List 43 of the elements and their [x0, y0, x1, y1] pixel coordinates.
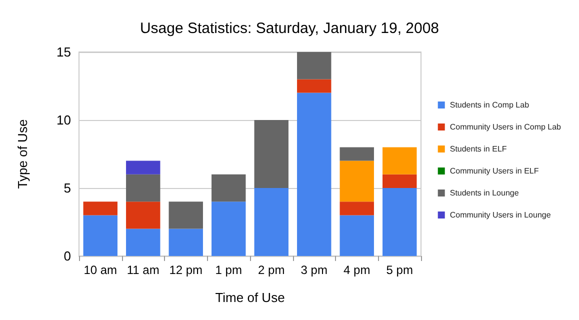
legend-label: Students in Comp Lab [450, 100, 530, 110]
bar [297, 52, 332, 80]
y-tick-label: 0 [64, 248, 71, 264]
bar [126, 228, 160, 256]
bar [212, 202, 246, 256]
x-tick-label: 10 am [84, 263, 118, 277]
bar [126, 160, 160, 174]
bar [168, 202, 203, 229]
bar [382, 147, 417, 174]
x-tick-label: 3 pm [300, 263, 328, 277]
bar [126, 174, 160, 202]
bar [297, 79, 332, 93]
bar [83, 215, 118, 256]
bar [126, 202, 160, 229]
bar [254, 188, 288, 256]
y-tick-label: 5 [64, 180, 71, 196]
x-tick-label: 2 pm [258, 263, 285, 277]
legend-label: Community Users in ELF [450, 166, 539, 176]
x-tick-label: 5 pm [386, 263, 413, 277]
bar [382, 188, 417, 256]
legend-label: Students in Lounge [450, 188, 520, 198]
y-tick-label: 10 [56, 112, 71, 128]
x-axis-title: Time of Use [215, 290, 285, 305]
bar [340, 160, 374, 202]
bar [212, 174, 246, 202]
x-tick-label: 1 pm [215, 263, 242, 277]
legend-label: Students in ELF [450, 144, 507, 154]
bar [254, 120, 288, 188]
x-tick-label: 12 pm [169, 263, 203, 277]
x-tick-label: 4 pm [344, 263, 370, 277]
bar [168, 228, 203, 256]
legend-label: Community Users in Lounge [450, 210, 552, 220]
bar [382, 174, 417, 188]
legend-label: Community Users in Comp Lab [450, 122, 562, 132]
bar [83, 202, 118, 216]
bar [340, 202, 374, 216]
y-axis-title: Type of Use [15, 119, 30, 189]
x-tick-label: 11 am [126, 263, 160, 277]
bar [340, 215, 374, 256]
chart-title: Usage Statistics: Saturday, January 19, 2008 [140, 20, 440, 37]
y-tick-label: 15 [56, 44, 71, 60]
bar [297, 92, 332, 256]
bar [340, 147, 374, 161]
